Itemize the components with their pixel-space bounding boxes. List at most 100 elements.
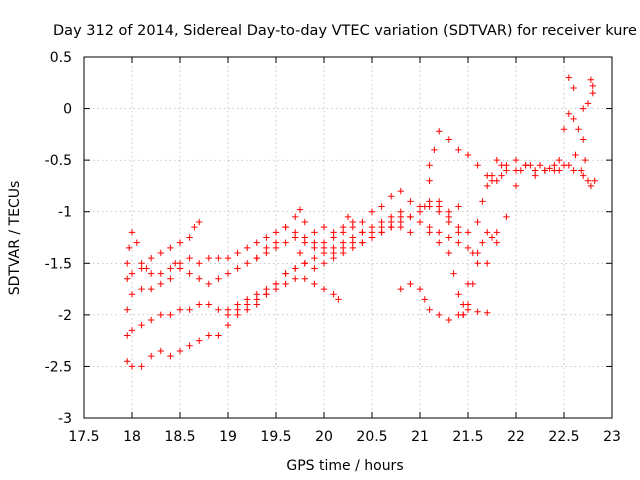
data-point: [416, 218, 424, 226]
data-point: [167, 265, 174, 272]
data-point: [589, 89, 596, 97]
data-point: [436, 311, 443, 319]
data-point: [263, 285, 270, 293]
data-point: [344, 213, 352, 221]
data-point: [474, 162, 481, 169]
data-point: [335, 296, 342, 303]
data-point: [234, 265, 241, 272]
data-point: [426, 177, 433, 184]
data-point: [431, 146, 438, 154]
data-point: [474, 260, 481, 267]
y-tick-label: -0.5: [45, 153, 72, 169]
data-point: [167, 311, 174, 319]
data-point: [224, 270, 232, 277]
data-point: [244, 306, 251, 313]
data-point: [484, 182, 491, 190]
data-point: [282, 239, 289, 246]
x-tick-label: 20.5: [356, 429, 387, 445]
data-point: [301, 239, 308, 246]
data-point: [445, 208, 452, 215]
data-point: [215, 275, 222, 282]
data-point: [436, 198, 443, 205]
data-point: [498, 172, 505, 179]
data-point: [397, 213, 404, 221]
x-tick-label: 22.5: [548, 429, 579, 445]
data-point: [292, 213, 299, 221]
data-point: [340, 223, 347, 231]
data-point: [196, 260, 203, 267]
data-point: [565, 162, 572, 169]
data-point: [455, 146, 462, 154]
data-point: [128, 229, 136, 236]
data-point: [292, 265, 299, 272]
data-point: [282, 270, 289, 277]
data-point: [311, 280, 318, 288]
data-point: [565, 110, 572, 117]
data-point: [124, 358, 131, 365]
y-tick-label: -1.5: [45, 256, 72, 272]
data-point: [157, 311, 164, 319]
data-point: [546, 165, 553, 172]
data-point: [186, 270, 193, 277]
data-point: [128, 270, 136, 277]
data-point: [397, 285, 404, 293]
data-point: [330, 229, 337, 236]
data-point: [460, 311, 467, 319]
data-point: [148, 270, 155, 277]
data-point: [253, 301, 260, 308]
x-tick-label: 19: [219, 429, 237, 445]
data-point: [172, 260, 179, 267]
data-point: [128, 327, 136, 334]
x-tick-labels: 17.5 18 18.5 19 19.5 20 20.5 21 21.5 22 22.5 23: [68, 429, 621, 445]
data-point: [359, 239, 366, 246]
data-point: [368, 208, 376, 215]
data-point: [205, 280, 212, 288]
data-point: [301, 275, 308, 282]
data-point: [426, 229, 433, 236]
y-tick-labels: -3 -2.5 -2 -1.5 -1 -0.5 0 0.5: [45, 50, 72, 427]
data-point: [368, 234, 376, 241]
data-point: [167, 244, 174, 252]
data-point: [167, 352, 174, 360]
data-point: [532, 172, 539, 179]
data-point: [445, 218, 452, 226]
data-point: [186, 342, 193, 349]
data-point: [138, 321, 145, 329]
data-point: [479, 198, 486, 205]
data-point: [488, 177, 496, 184]
data-point: [436, 229, 443, 236]
data-point: [330, 291, 337, 298]
data-point: [474, 218, 481, 226]
data-point: [157, 280, 164, 288]
data-point: [580, 136, 587, 143]
data-point: [464, 306, 472, 313]
data-point: [191, 223, 198, 231]
data-point: [292, 275, 299, 282]
data-point: [584, 177, 592, 184]
data-point: [455, 239, 462, 246]
data-point: [580, 105, 587, 112]
data-point: [125, 244, 133, 252]
data-point: [407, 229, 414, 236]
data-point: [484, 309, 491, 316]
data-point: [378, 203, 385, 210]
data-point: [464, 151, 472, 159]
data-point: [340, 249, 347, 257]
data-point: [176, 239, 184, 246]
x-tick-label: 21: [411, 429, 429, 445]
data-points: [124, 74, 598, 370]
data-point: [512, 156, 520, 164]
data-point: [388, 223, 395, 231]
data-point: [570, 84, 577, 92]
data-point: [124, 332, 131, 339]
data-point: [498, 162, 505, 169]
data-point: [157, 347, 164, 355]
data-point: [359, 229, 366, 236]
data-point: [560, 126, 568, 133]
data-point: [587, 76, 595, 83]
data-point: [503, 167, 510, 174]
data-point: [572, 151, 579, 159]
data-point: [407, 213, 414, 221]
axis-ticks: [83, 56, 613, 419]
